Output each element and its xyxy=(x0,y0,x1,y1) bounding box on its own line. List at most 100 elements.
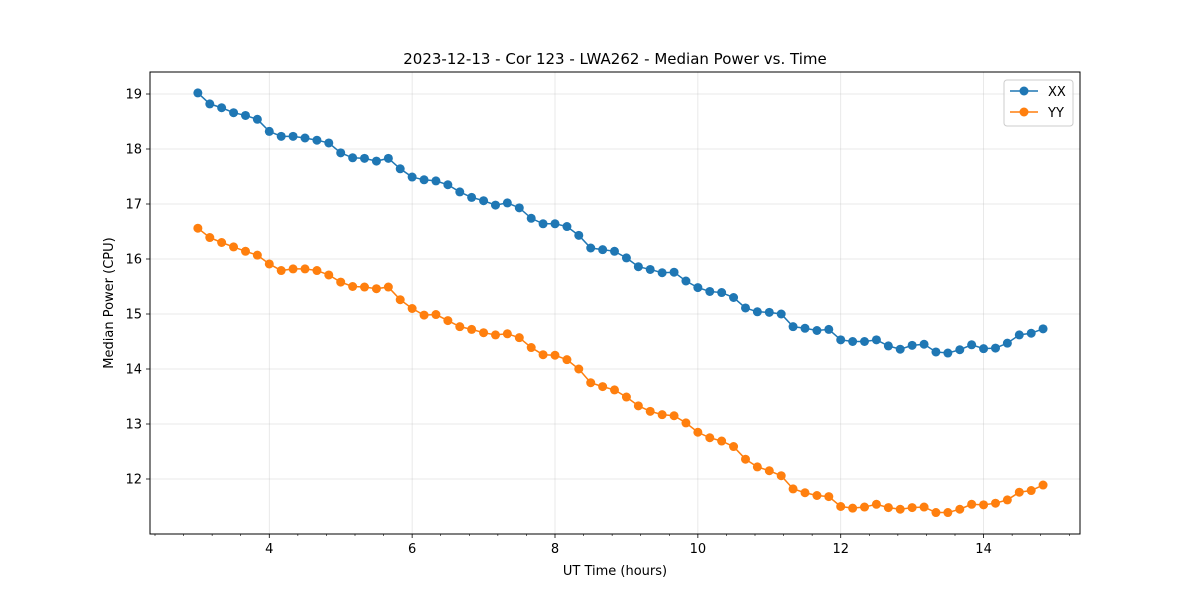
data-point-xx xyxy=(526,213,536,223)
data-point-yy xyxy=(455,322,465,332)
x-tick-label: 8 xyxy=(551,542,559,557)
data-point-yy xyxy=(229,242,239,252)
x-tick-label: 12 xyxy=(832,542,849,557)
data-point-xx xyxy=(348,153,358,163)
data-point-yy xyxy=(860,502,869,512)
data-point-yy xyxy=(681,418,691,428)
data-point-xx xyxy=(288,131,298,141)
data-point-xx xyxy=(407,172,417,182)
data-point-yy xyxy=(205,233,215,243)
data-point-yy xyxy=(467,324,477,334)
x-tick-label: 10 xyxy=(690,542,707,557)
data-point-xx xyxy=(800,323,810,333)
data-point-xx xyxy=(657,268,667,278)
data-point-xx xyxy=(979,344,989,354)
grid xyxy=(150,72,1080,534)
data-point-yy xyxy=(550,350,560,360)
data-point-yy xyxy=(788,484,798,494)
data-point-yy xyxy=(645,406,655,416)
data-point-xx xyxy=(729,293,739,302)
data-point-xx xyxy=(776,309,786,319)
data-point-xx xyxy=(633,262,643,272)
data-point-xx xyxy=(312,135,322,145)
data-point-yy xyxy=(979,500,989,510)
data-point-yy xyxy=(479,328,489,338)
data-point-yy xyxy=(943,508,953,518)
data-point-xx xyxy=(1002,338,1012,348)
data-point-yy xyxy=(705,433,715,443)
data-point-xx xyxy=(1014,330,1024,340)
data-point-yy xyxy=(419,310,429,320)
data-point-xx xyxy=(443,180,453,190)
data-point-xx xyxy=(752,307,762,317)
plot-series xyxy=(193,88,1048,518)
data-point-xx xyxy=(895,344,905,354)
data-point-xx xyxy=(252,114,262,124)
data-point-yy xyxy=(848,503,858,513)
data-point-yy xyxy=(717,436,727,446)
data-point-yy xyxy=(669,411,679,421)
data-point-yy xyxy=(764,466,774,476)
data-point-xx xyxy=(967,340,977,350)
y-tick-label: 18 xyxy=(125,143,142,158)
data-point-yy xyxy=(1026,486,1036,496)
data-point-yy xyxy=(824,492,834,502)
data-point-xx xyxy=(467,192,477,202)
data-point-xx xyxy=(883,341,893,351)
data-point-yy xyxy=(931,508,941,518)
data-point-yy xyxy=(598,382,608,392)
data-point-xx xyxy=(717,288,727,298)
data-point-xx xyxy=(955,345,965,355)
data-point-yy xyxy=(312,266,322,276)
legend-marker-yy xyxy=(1019,107,1029,117)
data-point-xx xyxy=(586,243,596,253)
data-point-xx xyxy=(514,203,524,213)
data-point-xx xyxy=(705,286,715,296)
data-point-xx xyxy=(455,187,465,197)
data-point-xx xyxy=(621,253,631,263)
data-point-yy xyxy=(360,282,369,292)
legend: XX YY xyxy=(1003,79,1074,127)
data-point-yy xyxy=(371,284,381,294)
data-point-xx xyxy=(360,153,369,163)
data-point-yy xyxy=(502,329,512,339)
data-point-xx xyxy=(860,337,869,346)
legend-label-xx: XX xyxy=(1048,85,1066,100)
data-point-yy xyxy=(800,488,810,498)
data-point-yy xyxy=(395,295,405,305)
data-point-yy xyxy=(729,442,739,452)
data-point-yy xyxy=(336,277,346,287)
data-point-yy xyxy=(574,364,584,374)
data-point-yy xyxy=(348,282,358,291)
y-tick-label: 19 xyxy=(125,88,142,103)
data-point-xx xyxy=(693,283,703,293)
data-point-xx xyxy=(324,138,334,148)
data-point-yy xyxy=(1038,480,1048,490)
data-point-yy xyxy=(514,333,524,343)
data-point-xx xyxy=(550,219,560,229)
data-point-xx xyxy=(229,108,239,118)
x-tick-label: 6 xyxy=(408,542,416,557)
data-point-xx xyxy=(645,264,655,274)
data-point-yy xyxy=(883,503,893,513)
data-point-yy xyxy=(217,238,227,247)
y-tick-label: 13 xyxy=(125,418,142,433)
data-point-yy xyxy=(324,270,334,280)
y-tick-label: 12 xyxy=(125,473,142,488)
x-axis-label: UT Time (hours) xyxy=(563,564,667,579)
data-point-xx xyxy=(788,322,798,332)
data-point-xx xyxy=(502,198,512,208)
data-point-xx xyxy=(193,88,203,98)
legend-label-yy: YY xyxy=(1047,106,1064,121)
chart-title: 2023-12-13 - Cor 123 - LWA262 - Median P… xyxy=(403,50,827,68)
data-point-yy xyxy=(1014,487,1024,497)
x-tick-label: 4 xyxy=(265,542,273,557)
data-point-yy xyxy=(871,499,881,509)
data-point-xx xyxy=(943,348,953,358)
data-point-xx xyxy=(931,347,941,357)
data-point-xx xyxy=(907,340,917,350)
y-tick-label: 17 xyxy=(125,198,142,213)
data-point-xx xyxy=(241,110,250,120)
